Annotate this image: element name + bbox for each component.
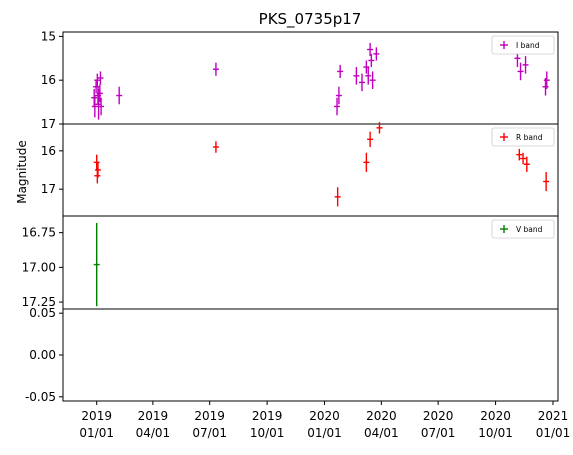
chart-title: PKS_0735p17 [259,10,362,29]
y-tick-label: 17 [41,117,56,131]
panel-2: 16 17 R band [41,122,559,217]
data-point [367,131,374,147]
data-point [97,71,104,85]
x-tick-label-date: 07/01 [421,426,456,440]
data-point [116,86,123,105]
legend-box [491,219,555,239]
legend-box [491,35,555,55]
data-point [516,148,523,161]
data-point [520,152,527,165]
data-point [365,67,372,85]
x-tick-label-date: 07/01 [192,426,227,440]
x-tick-label-year: 2019 [81,409,112,423]
data-point [337,64,344,78]
data-point [543,71,550,89]
data-point [212,141,219,153]
y-tick-label: 16 [41,144,56,158]
data-point [358,73,365,92]
x-tick-label-year: 2020 [309,409,340,423]
y-tick-label: 0.05 [29,306,56,320]
y-tick-label: 16 [41,73,56,87]
data-point [212,62,219,76]
data-point [523,156,530,172]
y-tick-label: 15 [41,29,56,43]
data-point [98,97,105,116]
y-tick-label: 0.00 [29,348,56,362]
panels-layer: 15 16 17 I band 16 17 R band 16.75 17.00 17.25 V b… [22,29,559,404]
data-point [543,171,550,192]
legend-label: R band [516,133,543,142]
x-tick-label-year: 2021 [538,409,569,423]
x-tick-label-date: 04/01 [136,426,171,440]
legend: I band [491,35,555,55]
data-point [96,84,103,103]
legend-label: I band [516,41,540,50]
x-tick-label-date: 10/01 [478,426,513,440]
data-point [369,71,376,89]
x-tick-label-date: 10/01 [250,426,285,440]
y-tick-label: 17.25 [22,295,56,309]
data-point [93,222,100,307]
data-point [517,62,524,81]
data-point [94,162,101,178]
x-axis: 2019 01/01 2019 04/01 2019 07/01 2019 10/01 2020… [79,401,570,440]
x-tick-label-year: 2020 [366,409,397,423]
y-tick-label: 17 [41,182,56,196]
x-tick-label-date: 01/01 [307,426,342,440]
x-tick-label-year: 2019 [194,409,225,423]
x-tick-label-year: 2020 [480,409,511,423]
legend: R band [491,127,555,147]
data-point [353,67,360,85]
legend-box [491,127,555,147]
x-tick-label-date: 01/01 [79,426,114,440]
x-tick-label-date: 01/01 [536,426,571,440]
data-point [363,152,370,172]
y-axis-label: Magnitude [15,140,29,204]
x-tick-label-date: 04/01 [364,426,399,440]
y-tick-label: 17.00 [22,260,56,274]
x-tick-label-year: 2020 [423,409,454,423]
legend-label: V band [516,225,543,234]
y-tick-label: -0.05 [25,390,56,404]
x-tick-label-year: 2019 [138,409,169,423]
data-point [367,42,374,57]
data-point [334,187,341,207]
panel-4: 0.05 0.00 -0.05 [25,306,559,404]
data-point [94,73,101,87]
legend: V band [491,219,555,239]
data-point [373,47,380,61]
data-point [522,56,529,74]
data-point [368,53,375,68]
data-point [334,97,341,116]
data-point [93,154,100,170]
data-point [335,86,342,105]
data-point [91,95,98,118]
data-point [542,78,549,96]
x-tick-label-year: 2019 [252,409,283,423]
y-tick-label: 16.75 [22,226,56,240]
panel-3: 16.75 17.00 17.25 V band [22,215,559,310]
data-point [376,122,383,134]
